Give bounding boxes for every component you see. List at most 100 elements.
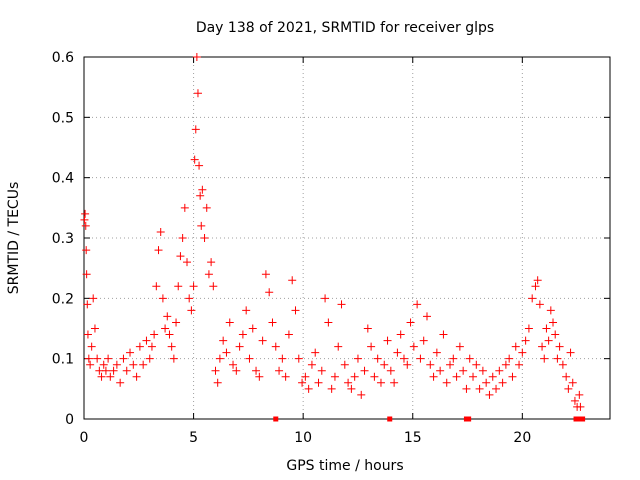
chart-title: Day 138 of 2021, SRMTID for receiver glp…: [196, 20, 494, 36]
gap-markers: [273, 416, 586, 422]
data-point: [245, 354, 254, 363]
data-point: [334, 342, 343, 351]
data-point: [521, 336, 530, 345]
data-point: [156, 227, 165, 236]
data-point: [314, 378, 323, 387]
data-point: [82, 270, 91, 279]
data-point: [492, 384, 501, 393]
data-point: [225, 318, 234, 327]
data-points: [80, 53, 585, 411]
data-point: [252, 366, 261, 375]
data-point: [439, 330, 448, 339]
data-point: [101, 366, 110, 375]
data-point: [469, 372, 478, 381]
data-point: [442, 378, 451, 387]
data-point: [540, 354, 549, 363]
data-point: [370, 372, 379, 381]
gap-marker: [466, 416, 472, 422]
data-point: [209, 282, 218, 291]
data-point: [498, 378, 507, 387]
data-point: [82, 246, 91, 255]
data-point: [219, 336, 228, 345]
data-point: [363, 324, 372, 333]
data-point: [232, 366, 241, 375]
data-point: [185, 294, 194, 303]
data-point: [383, 336, 392, 345]
data-point: [116, 378, 125, 387]
data-point: [515, 360, 524, 369]
data-point: [422, 312, 431, 321]
data-point: [495, 366, 504, 375]
data-point: [535, 300, 544, 309]
data-point: [568, 378, 577, 387]
data-point: [482, 378, 491, 387]
data-point: [337, 300, 346, 309]
gap-marker: [387, 416, 393, 422]
data-point: [465, 354, 474, 363]
data-point: [90, 324, 99, 333]
data-point: [419, 336, 428, 345]
gap-marker: [580, 416, 586, 422]
data-point: [538, 342, 547, 351]
data-point: [229, 360, 238, 369]
data-point: [265, 288, 274, 297]
data-point: [183, 258, 192, 267]
data-point: [268, 318, 277, 327]
data-point: [132, 372, 141, 381]
data-point: [154, 246, 163, 255]
gap-marker: [575, 416, 581, 422]
data-point: [178, 234, 187, 242]
data-point: [304, 384, 313, 393]
data-point: [488, 372, 497, 381]
data-point: [575, 390, 584, 399]
data-point: [518, 348, 527, 357]
data-point: [353, 354, 362, 363]
data-point: [191, 125, 200, 134]
data-point: [426, 360, 435, 369]
data-point: [197, 221, 206, 230]
data-point: [403, 360, 412, 369]
data-point: [475, 384, 484, 393]
data-point: [380, 360, 389, 369]
data-point: [576, 402, 585, 411]
x-tick-label: 10: [294, 430, 312, 446]
data-point: [327, 384, 336, 393]
x-tick-label: 5: [189, 430, 198, 446]
y-tick-label: 0.3: [52, 231, 74, 247]
data-point: [112, 360, 121, 369]
data-point: [242, 306, 251, 315]
data-point: [150, 330, 159, 339]
data-point: [142, 336, 151, 345]
data-point: [97, 372, 106, 381]
data-point: [350, 372, 359, 381]
data-point: [324, 318, 333, 327]
data-point: [455, 342, 464, 351]
data-point: [524, 324, 533, 333]
axes-ticks: 0 0.1 0.2 0.3 0.4 0.5 0.6 0 5 10 15 20: [52, 50, 610, 446]
data-point: [81, 221, 90, 230]
data-point: [180, 203, 189, 212]
data-point: [126, 348, 135, 357]
y-tick-label: 0.1: [52, 352, 74, 368]
data-point: [222, 348, 231, 357]
data-point: [459, 366, 468, 375]
y-tick-label: 0: [65, 412, 74, 428]
data-point: [449, 354, 458, 363]
data-point: [446, 360, 455, 369]
data-point: [99, 360, 108, 369]
data-point: [193, 89, 202, 98]
data-point: [294, 354, 303, 363]
data-point: [399, 354, 408, 363]
data-point: [298, 378, 307, 387]
data-point: [87, 342, 96, 351]
data-point: [258, 336, 267, 345]
data-point: [204, 270, 213, 279]
data-point: [211, 366, 220, 375]
data-point: [174, 282, 183, 291]
data-point: [165, 330, 174, 339]
data-point: [301, 372, 310, 381]
data-point: [135, 342, 144, 351]
data-point: [562, 372, 571, 381]
data-point: [566, 348, 575, 357]
data-point: [284, 330, 293, 339]
